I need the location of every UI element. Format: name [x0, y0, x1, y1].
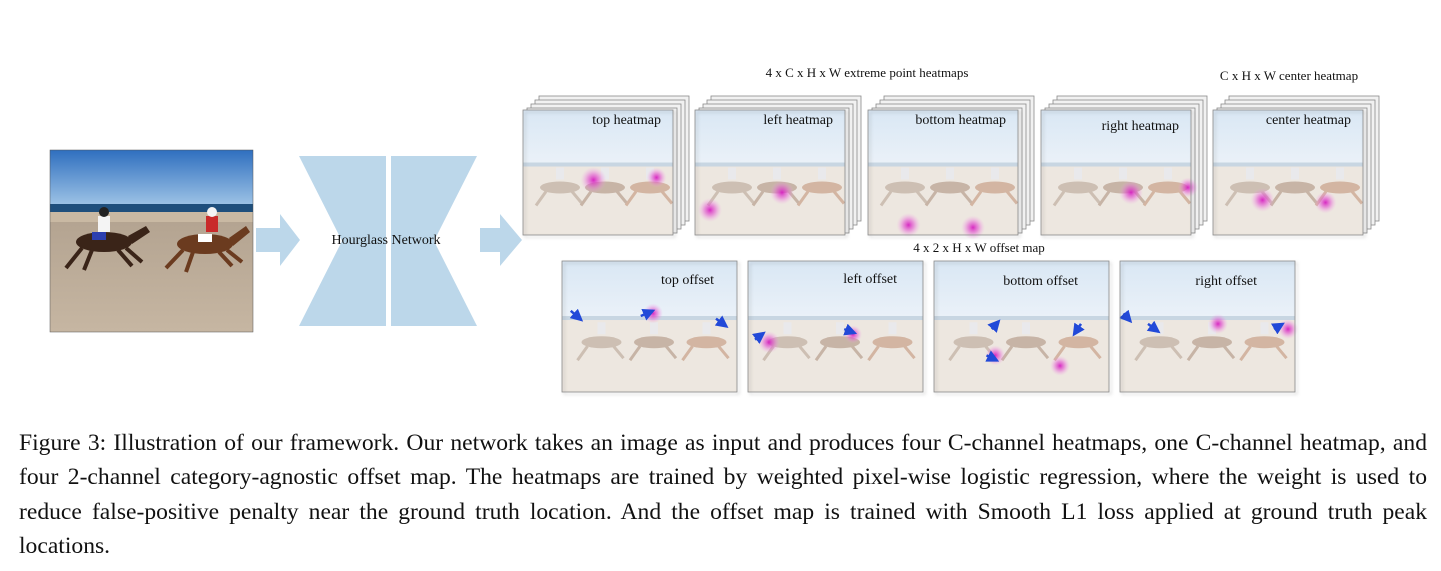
network-label: Hourglass Network — [331, 233, 440, 248]
arrow-input-to-network — [256, 214, 300, 266]
top-heatmap-label: top heatmap — [592, 113, 661, 128]
bottom-heatmap-stack: bottom heatmap — [867, 95, 1035, 240]
racehorse-right — [164, 207, 250, 273]
top-offset-map: top offset — [561, 260, 738, 393]
left-offset-map: left offset — [747, 260, 924, 393]
extreme-heatmaps-title: 4 x C x H x W extreme point heatmaps — [766, 65, 969, 80]
right-heatmap-label: right heatmap — [1102, 119, 1179, 134]
right-heatmap-stack: right heatmap — [1040, 95, 1208, 236]
bottom-offset-map: bottom offset — [933, 260, 1110, 393]
offset-map-title: 4 x 2 x H x W offset map — [913, 240, 1044, 255]
input-image — [49, 149, 254, 333]
bottom-offset-label: bottom offset — [1003, 274, 1078, 289]
center-heatmap-stack: center heatmap — [1212, 95, 1380, 236]
top-heatmap-stack: top heatmap — [522, 95, 690, 236]
bottom-heatmap-label: bottom heatmap — [915, 113, 1006, 128]
right-offset-label: right offset — [1195, 274, 1257, 289]
left-offset-label: left offset — [843, 272, 897, 287]
center-heatmap-title: C x H x W center heatmap — [1220, 68, 1358, 83]
top-offset-label: top offset — [661, 273, 714, 288]
arrow-network-to-heatmaps — [480, 214, 522, 266]
hourglass-network-shape: Hourglass Network — [299, 156, 477, 326]
center-heatmap-label: center heatmap — [1266, 113, 1351, 128]
left-heatmap-label: left heatmap — [763, 113, 833, 128]
left-heatmap-stack: left heatmap — [694, 95, 862, 236]
figure-caption: Figure 3: Illustration of our framework.… — [19, 430, 1427, 559]
heatmap-stacks: top heatmap left heatmap bottom heatmap rig… — [522, 95, 1380, 240]
racehorse-left — [64, 207, 150, 271]
offset-maps: top offset left offset bottom offset right … — [561, 260, 1298, 393]
framework-diagram: Hourglass Network 4 x C x H x W extreme … — [49, 65, 1380, 393]
right-offset-map: right offset — [1119, 260, 1298, 393]
